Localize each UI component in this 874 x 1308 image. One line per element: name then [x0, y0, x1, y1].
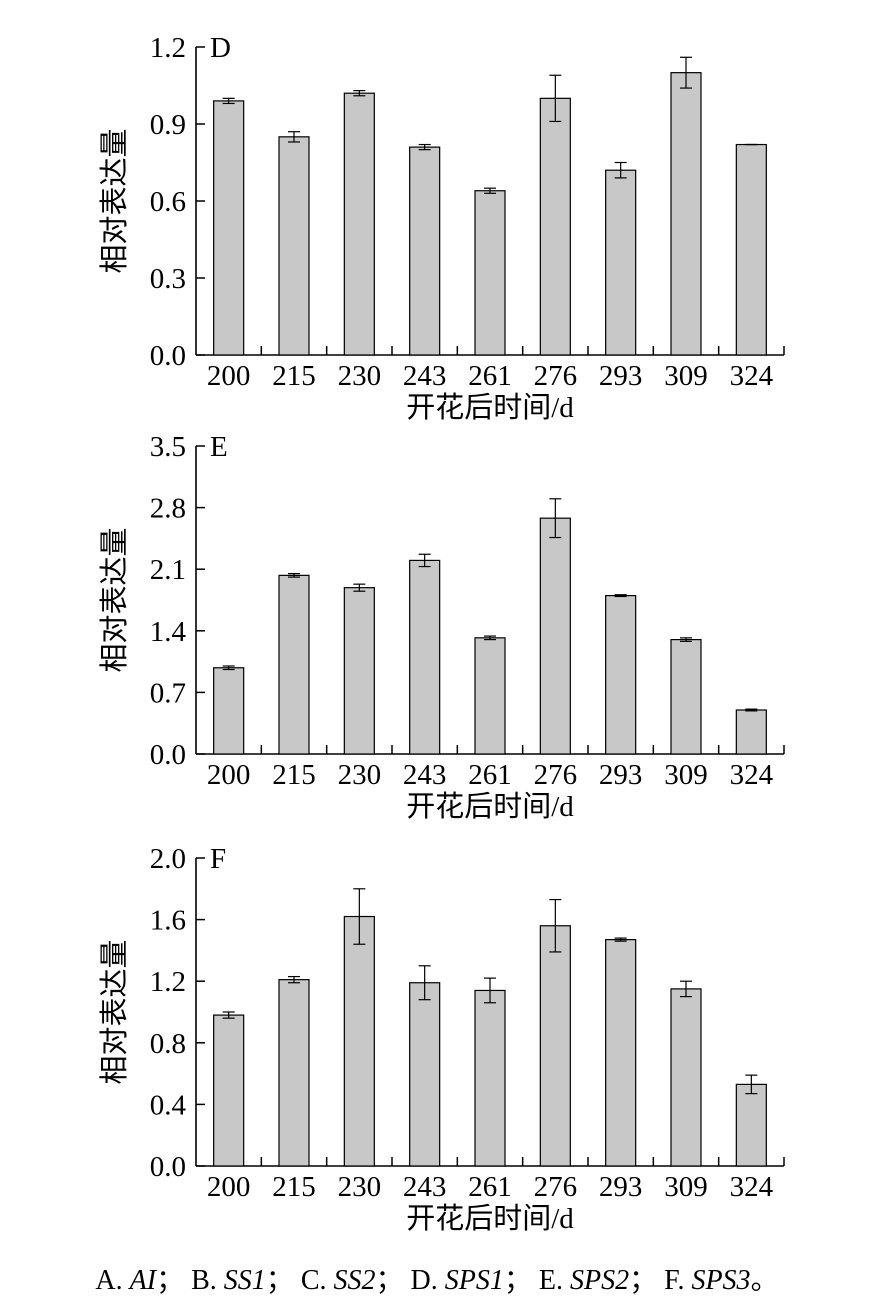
- x-tick-label: 215: [272, 759, 316, 791]
- x-tick-label: 276: [534, 360, 578, 392]
- x-tick-label: 243: [403, 360, 447, 392]
- y-tick-label: 0.8: [150, 1028, 186, 1060]
- caption-item-c: C. SS2；: [300, 1265, 404, 1296]
- y-tick-label: 1.6: [150, 905, 186, 937]
- chart-panel-d: 0.0 0.3 0.6 0.9 1.2 200 215 230 243 261 276 293 309 3…: [98, 32, 785, 424]
- bar: [343, 92, 375, 356]
- x-tick-label: 324: [730, 360, 774, 392]
- x-tick-label: 215: [272, 360, 316, 392]
- x-tick-label: 261: [468, 1171, 512, 1203]
- x-tick-label: 261: [468, 360, 512, 392]
- y-axis-title: 相对表达量: [98, 128, 131, 273]
- y-tick-label: 0.3: [150, 263, 186, 295]
- bar: [539, 925, 571, 1167]
- y-tick-label: 0.7: [150, 677, 186, 709]
- bar: [474, 190, 506, 356]
- y-axis-title: 相对表达量: [98, 527, 131, 672]
- panel-label: F: [210, 843, 226, 875]
- x-axis-title: 开花后时间/d: [406, 790, 574, 823]
- bar: [213, 100, 245, 356]
- x-tick-label: 200: [207, 759, 251, 791]
- x-tick-label: 324: [730, 1171, 774, 1203]
- y-tick-label: 0.0: [150, 1151, 186, 1183]
- bar: [735, 1083, 767, 1167]
- bar: [474, 637, 506, 755]
- x-tick-label: 200: [207, 1171, 251, 1203]
- x-tick-label: 200: [207, 360, 251, 392]
- y-tick-label: 0.0: [150, 340, 186, 372]
- caption-item-b: B. SS1；: [191, 1265, 294, 1296]
- panel-label: D: [210, 32, 231, 64]
- x-axis-title: 开花后时间/d: [406, 1202, 574, 1235]
- figure-caption: A. AI； B. SS1； C. SS2； D. SPS1； E. SPS2；…: [0, 1258, 874, 1298]
- y-tick-label: 1.4: [150, 616, 187, 648]
- x-tick-label: 230: [338, 1171, 382, 1203]
- bar: [539, 97, 571, 356]
- bar: [735, 709, 767, 755]
- caption-item-a: A. AI；: [95, 1265, 185, 1296]
- caption-item-e: E. SPS2；: [538, 1265, 658, 1296]
- caption-item-d: D. SPS1；: [410, 1265, 532, 1296]
- y-tick-label: 2.8: [150, 493, 186, 525]
- bar: [605, 939, 637, 1167]
- x-tick-label: 309: [664, 759, 708, 791]
- x-tick-label: 293: [599, 360, 643, 392]
- y-tick-label: 0.0: [150, 739, 186, 771]
- x-tick-label: 324: [730, 759, 774, 791]
- x-axis-title: 开花后时间/d: [406, 391, 574, 424]
- x-tick-label: 215: [272, 1171, 316, 1203]
- bar: [670, 72, 702, 356]
- x-tick-label: 309: [664, 360, 708, 392]
- bar: [670, 638, 702, 755]
- x-tick-label: 230: [338, 759, 382, 791]
- bar: [409, 146, 441, 356]
- bar: [409, 559, 441, 755]
- caption-item-f: F. SPS3。: [664, 1265, 779, 1296]
- x-tick-label: 261: [468, 759, 512, 791]
- x-tick-label: 293: [599, 759, 643, 791]
- bar: [278, 979, 310, 1167]
- chart-panel-e: 0.0 0.7 1.4 2.1 2.8 3.5 200 215 230 243 261 276 293 3…: [98, 431, 785, 823]
- y-tick-label: 1.2: [150, 966, 186, 998]
- bar: [213, 1014, 245, 1167]
- bar: [670, 988, 702, 1167]
- y-tick-label: 1.2: [150, 32, 186, 64]
- bar: [539, 517, 571, 755]
- bar: [409, 982, 441, 1167]
- x-tick-label: 243: [403, 759, 447, 791]
- chart-panel-f: 0.0 0.4 0.8 1.2 1.6 2.0 200 215 230 243 261 276 293 3…: [98, 843, 785, 1235]
- y-tick-label: 0.9: [150, 109, 186, 141]
- bar: [605, 169, 637, 356]
- panel-label: E: [210, 431, 228, 463]
- bar: [278, 574, 310, 755]
- bar: [343, 915, 375, 1167]
- y-tick-label: 0.4: [150, 1089, 187, 1121]
- bar: [213, 667, 245, 755]
- y-tick-label: 0.6: [150, 186, 186, 218]
- bar: [735, 143, 767, 356]
- x-tick-label: 230: [338, 360, 382, 392]
- bar: [343, 587, 375, 755]
- bar: [474, 989, 506, 1167]
- bar: [605, 594, 637, 755]
- y-tick-label: 2.0: [150, 843, 186, 875]
- x-tick-label: 276: [534, 1171, 578, 1203]
- x-tick-label: 309: [664, 1171, 708, 1203]
- x-tick-label: 276: [534, 759, 578, 791]
- y-tick-label: 3.5: [150, 431, 186, 463]
- x-tick-label: 243: [403, 1171, 447, 1203]
- y-tick-label: 2.1: [150, 554, 186, 586]
- bar: [278, 136, 310, 356]
- x-tick-label: 293: [599, 1171, 643, 1203]
- y-axis-title: 相对表达量: [98, 939, 131, 1084]
